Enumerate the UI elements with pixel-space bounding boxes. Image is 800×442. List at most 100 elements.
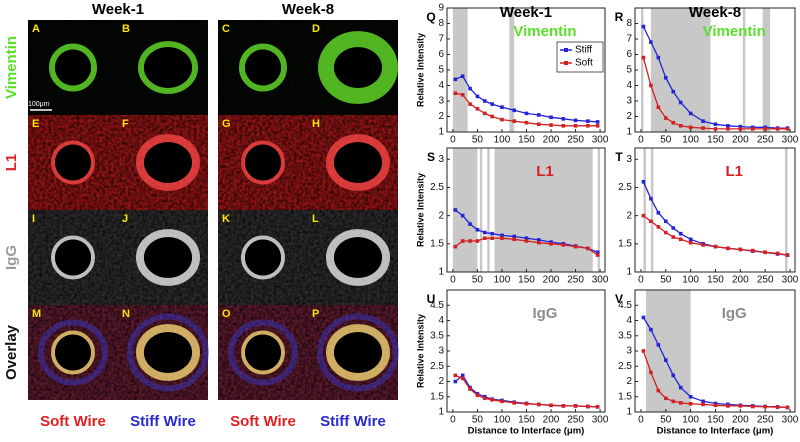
- significance-band: [742, 8, 746, 132]
- significance-band: [643, 148, 646, 272]
- data-point: [595, 250, 600, 255]
- data-point: [785, 405, 790, 410]
- x-tick-label: 150: [518, 415, 535, 426]
- y-tick-label: 1: [438, 267, 444, 278]
- data-point: [738, 247, 743, 252]
- wire-hole: [144, 142, 192, 183]
- significance-band: [645, 290, 691, 412]
- data-point: [500, 233, 504, 238]
- data-point: [649, 327, 653, 332]
- y-tick-label: 2: [626, 111, 632, 122]
- data-point: [468, 86, 472, 91]
- data-point: [490, 231, 494, 236]
- wire-hole: [144, 332, 192, 373]
- y-tick-label: 6: [438, 49, 444, 60]
- wire-label: Soft Wire: [230, 413, 296, 430]
- data-point: [475, 239, 480, 243]
- y-tick-label: 1: [438, 127, 444, 138]
- wire-hole: [245, 239, 281, 276]
- glow-ring: [326, 229, 390, 286]
- wire-label: Stiff Wire: [320, 413, 386, 430]
- y-tick-label: 1.5: [430, 391, 444, 402]
- micrograph: [28, 115, 118, 210]
- data-point: [641, 180, 646, 184]
- data-point: [671, 373, 676, 378]
- y-tick-label: 1: [626, 127, 632, 138]
- row-label: L1: [3, 154, 20, 172]
- y-tick-label: 4.5: [618, 300, 632, 311]
- data-point: [775, 127, 780, 131]
- data-point: [460, 74, 465, 78]
- micrograph: [308, 20, 398, 115]
- glow-ring: [49, 43, 97, 92]
- x-tick-label: 300: [592, 415, 609, 426]
- data-point: [453, 91, 458, 96]
- data-point: [460, 373, 465, 378]
- data-point: [664, 396, 668, 401]
- data-point: [656, 225, 661, 229]
- data-point: [549, 123, 553, 127]
- significance-band: [509, 8, 515, 132]
- x-tick-label: 150: [707, 135, 724, 146]
- wire-hole: [55, 239, 91, 276]
- x-tick-label: 250: [567, 135, 584, 146]
- data-point: [678, 401, 683, 405]
- panel-letter: T: [615, 150, 623, 164]
- data-point: [656, 55, 661, 60]
- y-tick-label: 5: [438, 65, 444, 76]
- x-tick-label: 300: [592, 135, 609, 146]
- glow-ring: [136, 324, 200, 381]
- data-point: [701, 126, 705, 130]
- data-point: [595, 405, 600, 409]
- glow-ring: [326, 134, 390, 191]
- x-tick-label: 250: [567, 275, 584, 286]
- panel-letter: B: [122, 23, 130, 35]
- data-point: [524, 120, 529, 125]
- x-tick-label: 150: [518, 275, 535, 286]
- y-tick-label: 4: [626, 80, 632, 91]
- legend-box: [556, 41, 604, 73]
- data-point: [453, 379, 458, 384]
- x-tick-label: 150: [518, 135, 535, 146]
- data-point: [671, 399, 676, 404]
- plot-bg: [635, 148, 795, 272]
- y-tick-label: 3: [438, 154, 444, 165]
- y-tick-label: 3: [626, 154, 632, 165]
- significance-band: [597, 148, 601, 272]
- x-tick-label: 250: [757, 135, 774, 146]
- x-tick-label: 150: [707, 275, 724, 286]
- wire-hole: [144, 47, 192, 88]
- glow-ring: [318, 31, 398, 104]
- data-point: [656, 388, 661, 393]
- x-tick-label: 300: [782, 415, 799, 426]
- wire-hole: [245, 144, 281, 181]
- y-tick-label: 5: [626, 65, 632, 76]
- column-title: Week-8: [689, 4, 741, 21]
- column-title: Week-1: [500, 4, 552, 21]
- x-tick-label: 50: [472, 275, 484, 286]
- x-tick-label: 100: [494, 135, 511, 146]
- data-point: [656, 105, 661, 109]
- plot-bg: [447, 290, 605, 412]
- y-tick-label: 3.5: [618, 330, 632, 341]
- data-point: [482, 111, 487, 116]
- significance-band: [650, 148, 654, 272]
- data-point: [512, 119, 517, 123]
- y-tick-label: 4: [438, 80, 444, 91]
- data-point: [641, 213, 646, 218]
- dapi-halo: [228, 319, 298, 386]
- y-tick-label: 1: [438, 407, 444, 418]
- data-point: [664, 358, 668, 362]
- dapi-halo: [38, 319, 108, 386]
- data-point: [460, 93, 465, 97]
- data-point: [460, 376, 465, 381]
- significance-band: [479, 148, 483, 272]
- panel-letter: A: [32, 23, 40, 35]
- wire-hole: [245, 334, 281, 371]
- panel-letter: S: [427, 150, 435, 164]
- scale-bar-label: 100μm: [28, 101, 50, 108]
- data-point: [649, 196, 653, 201]
- x-tick-label: 200: [732, 275, 749, 286]
- glow-ring: [239, 43, 287, 92]
- column-title: Week-8: [282, 1, 334, 18]
